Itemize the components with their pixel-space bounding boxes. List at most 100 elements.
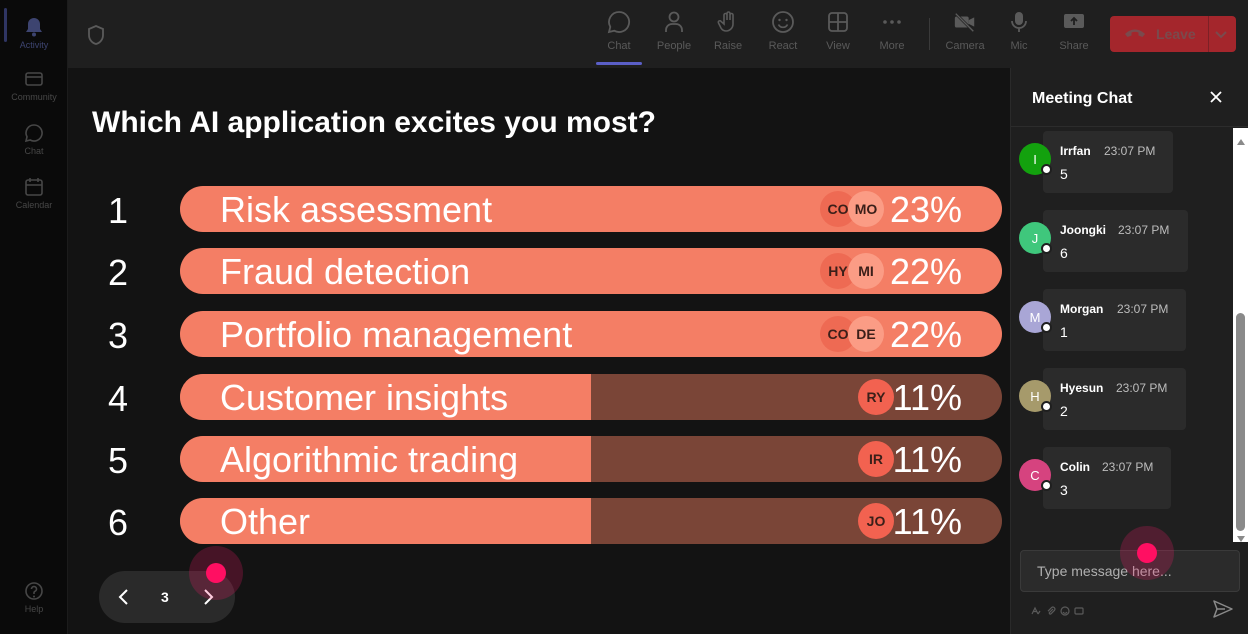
meeting-toolbar: Chat People Raise React View bbox=[68, 0, 1248, 68]
close-icon[interactable] bbox=[1209, 90, 1223, 109]
chat-message: Hyesun 23:07 PM 2 bbox=[1043, 368, 1186, 430]
message-text: 3 bbox=[1060, 482, 1068, 498]
scroll-up-arrow-icon[interactable] bbox=[1237, 132, 1245, 150]
scroll-down-arrow-icon[interactable] bbox=[1237, 529, 1245, 547]
toolbar-react-button[interactable]: React bbox=[758, 10, 808, 60]
option-percent: 22% bbox=[889, 314, 962, 355]
rail-item-help[interactable]: Help bbox=[0, 572, 68, 622]
toolbar-people-button[interactable]: People bbox=[649, 10, 699, 60]
status-dot bbox=[1041, 164, 1052, 175]
message-time: 23:07 PM bbox=[1118, 223, 1170, 237]
avatar: IR bbox=[858, 441, 894, 477]
option-bar[interactable]: Algorithmic trading IR 11% bbox=[180, 436, 1002, 482]
option-bar[interactable]: Risk assessment CO MO 23% bbox=[180, 186, 1002, 232]
people-icon bbox=[662, 10, 686, 34]
toolbar-camera-button[interactable]: Camera bbox=[940, 10, 990, 60]
toolbar-raise-button[interactable]: Raise bbox=[703, 10, 753, 60]
active-tab-indicator bbox=[596, 62, 642, 65]
chat-title: Meeting Chat bbox=[1032, 90, 1133, 107]
option-rank: 6 bbox=[108, 502, 129, 543]
phone-hangup-icon bbox=[1124, 26, 1146, 43]
emoji-icon[interactable] bbox=[1060, 603, 1070, 621]
chat-icon bbox=[607, 10, 631, 34]
poll-option-row: 6 Other JO 11% bbox=[68, 498, 1010, 546]
smiley-icon bbox=[771, 10, 795, 34]
shield-icon[interactable] bbox=[86, 24, 106, 51]
chat-scrollbar[interactable] bbox=[1233, 128, 1248, 542]
status-dot bbox=[1041, 322, 1052, 333]
gif-icon[interactable] bbox=[1074, 603, 1084, 621]
page-number: 3 bbox=[161, 589, 169, 605]
toolbar-button-label: React bbox=[768, 40, 798, 52]
poll-option-row: 2 Fraud detection HY MI 22% bbox=[68, 248, 1010, 296]
option-bar-fill bbox=[180, 498, 591, 544]
message-author: Joongki bbox=[1060, 223, 1107, 237]
calendar-icon bbox=[24, 177, 44, 197]
option-label: Other bbox=[220, 501, 311, 542]
toolbar-chat-button[interactable]: Chat bbox=[594, 10, 644, 60]
app-rail: Activity Community Chat Calendar Help bbox=[0, 0, 68, 634]
option-bar[interactable]: Customer insights RY 11% bbox=[180, 374, 1002, 420]
raise-hand-icon bbox=[716, 10, 740, 34]
rail-active-indicator bbox=[4, 8, 7, 42]
option-label: Fraud detection bbox=[220, 251, 471, 292]
avatar-initial: M bbox=[1029, 309, 1041, 325]
avatar: C bbox=[1019, 459, 1052, 491]
rail-item-calendar[interactable]: Calendar bbox=[0, 168, 68, 218]
option-bar-fill bbox=[180, 374, 591, 420]
toolbar-mic-button[interactable]: Mic bbox=[994, 10, 1044, 60]
message-text: 1 bbox=[1060, 324, 1068, 340]
camera-off-icon bbox=[953, 10, 977, 34]
avatar: JO bbox=[858, 503, 894, 539]
scrollbar-thumb[interactable] bbox=[1236, 313, 1245, 531]
toolbar-more-button[interactable]: More bbox=[867, 10, 917, 60]
avatar-initial: J bbox=[1031, 230, 1039, 246]
option-bar-fill bbox=[180, 436, 591, 482]
format-icon[interactable] bbox=[1031, 603, 1041, 621]
cursor-highlight bbox=[1120, 526, 1174, 580]
chat-message: Colin 23:07 PM 3 bbox=[1043, 447, 1171, 509]
toolbar-share-button[interactable]: Share bbox=[1049, 10, 1099, 60]
toolbar-button-label: Share bbox=[1059, 40, 1089, 52]
share-icon bbox=[1062, 10, 1086, 34]
rail-item-label: Chat bbox=[24, 145, 44, 156]
rail-item-label: Community bbox=[11, 91, 57, 102]
toolbar-divider bbox=[929, 18, 930, 50]
avatar-initial: H bbox=[1030, 388, 1040, 404]
chat-message: Joongki 23:07 PM 6 bbox=[1043, 210, 1188, 272]
message-text: 2 bbox=[1060, 403, 1068, 419]
leave-button[interactable]: Leave bbox=[1110, 16, 1236, 52]
chevron-down-icon[interactable] bbox=[1214, 28, 1228, 44]
avatar-initial: C bbox=[1030, 467, 1040, 483]
option-bar[interactable]: Portfolio management CO DE 22% bbox=[180, 311, 1002, 357]
message-text: 5 bbox=[1060, 166, 1068, 182]
poll-stage: Which AI application excites you most? 1… bbox=[68, 68, 1010, 634]
send-icon[interactable] bbox=[1213, 600, 1233, 623]
rail-item-label: Calendar bbox=[15, 199, 53, 210]
toolbar-view-button[interactable]: View bbox=[813, 10, 863, 60]
rail-item-label: Activity bbox=[19, 39, 49, 50]
avatar: MI bbox=[848, 253, 884, 289]
chevron-right-icon[interactable] bbox=[201, 587, 215, 612]
chevron-left-icon[interactable] bbox=[117, 587, 131, 612]
rail-item-activity[interactable]: Activity bbox=[0, 8, 68, 58]
chat-message-list[interactable]: Irrfan 23:07 PM 5 I Joongki 23:07 PM 6 J… bbox=[1011, 128, 1233, 542]
option-label: Risk assessment bbox=[220, 189, 493, 230]
status-dot bbox=[1041, 480, 1052, 491]
attach-icon[interactable] bbox=[1046, 603, 1056, 621]
cursor-dot bbox=[206, 563, 226, 583]
ellipsis-icon bbox=[880, 10, 904, 34]
rail-item-community[interactable]: Community bbox=[0, 60, 68, 110]
message-time: 23:07 PM bbox=[1102, 460, 1154, 474]
chat-message-input[interactable] bbox=[1020, 550, 1240, 592]
status-dot bbox=[1041, 243, 1052, 254]
option-rank: 2 bbox=[108, 252, 129, 293]
option-label: Portfolio management bbox=[220, 314, 573, 355]
rail-item-chat[interactable]: Chat bbox=[0, 114, 68, 164]
avatar: I bbox=[1019, 143, 1052, 175]
option-bar[interactable]: Other JO 11% bbox=[180, 498, 1002, 544]
help-icon bbox=[24, 581, 44, 601]
option-bar[interactable]: Fraud detection HY MI 22% bbox=[180, 248, 1002, 294]
poll-option-row: 3 Portfolio management CO DE 22% bbox=[68, 311, 1010, 359]
